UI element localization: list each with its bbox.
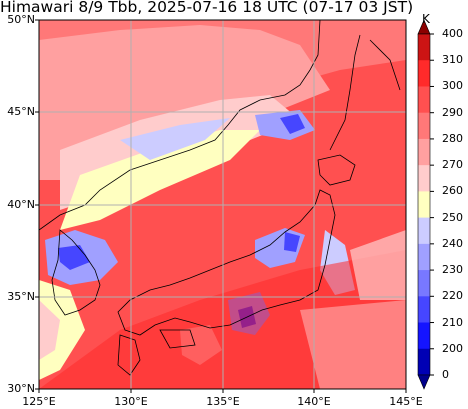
colorbar-segment [418, 165, 430, 192]
colorbar-segment [418, 60, 430, 87]
colorbar-tick-label: 400 [442, 27, 463, 40]
colorbar-tick-label: 290 [442, 105, 463, 119]
sakhalin-coastline [329, 34, 361, 151]
lon-label-135: 135°E [206, 395, 240, 408]
lon-label-145: 145°E [389, 395, 423, 408]
pink-region-east [350, 230, 406, 300]
map-title: Himawari 8/9 Tbb, 2025-07-16 18 UTC (07-… [0, 0, 414, 16]
lat-label-40: 40°N [7, 198, 35, 211]
pink-region-southwest [39, 300, 60, 360]
colorbar-tick-label: 250 [442, 210, 463, 224]
colorbar-tick-label: 230 [442, 263, 463, 277]
colorbar-extend-bottom [417, 374, 431, 390]
colorbar-unit: K [422, 12, 430, 26]
colorbar-segment [418, 112, 430, 140]
gridlines [39, 20, 406, 389]
colorbar-tick-label: 260 [442, 184, 463, 198]
hokkaido-coastline [317, 154, 356, 186]
lat-label-30: 30°N [7, 382, 35, 395]
colorbar-segment [418, 296, 430, 324]
colorbar-segment [418, 322, 430, 350]
colorbar-segment [418, 138, 430, 166]
cold-cloud-patch-1 [120, 118, 230, 160]
lat-label-50: 50°N [7, 13, 35, 26]
colorbar [417, 19, 434, 390]
colorbar-tick-label: 0 [442, 368, 449, 381]
colorbar-tick-label: 270 [442, 158, 463, 172]
lat-label-45: 45°N [7, 105, 35, 118]
colorbar-segment [418, 217, 430, 245]
honshu-cloud-core [284, 232, 300, 252]
colorbar-tick-label: 200 [442, 341, 463, 355]
colorbar-tick-label: 280 [442, 131, 463, 145]
lon-label-140: 140°E [297, 395, 331, 408]
asia-coastline [39, 20, 321, 231]
colorbar-segment [418, 270, 430, 297]
cold-cloud-core-1 [280, 114, 305, 134]
colorbar-segment [418, 191, 430, 219]
colorbar-segment [418, 86, 430, 114]
colorbar-segment [418, 348, 430, 376]
coastlines [39, 20, 401, 376]
shikoku-coastline [159, 329, 196, 349]
lat-label-35: 35°N [7, 290, 35, 303]
colorbar-tick-label: 240 [442, 236, 463, 250]
korea-coastline [51, 229, 101, 316]
pink-region-southeast [300, 300, 406, 389]
colorbar-tick-label: 300 [442, 79, 463, 93]
colorbar-segment [418, 34, 430, 61]
colorbar-tick-label: 310 [442, 53, 463, 67]
yellow-region-southwest [39, 280, 85, 380]
kuril-coastline [369, 39, 401, 91]
kyushu-coastline [117, 334, 141, 376]
honshu-coastline [117, 189, 336, 336]
colorbar-segment [418, 243, 430, 271]
axis-ticks [35, 19, 407, 393]
colorbar-tick-label: 220 [442, 289, 463, 303]
lon-label-125: 125°E [22, 395, 56, 408]
colorbar-tick-label: 210 [442, 315, 463, 329]
lon-label-130: 130°E [114, 395, 148, 408]
